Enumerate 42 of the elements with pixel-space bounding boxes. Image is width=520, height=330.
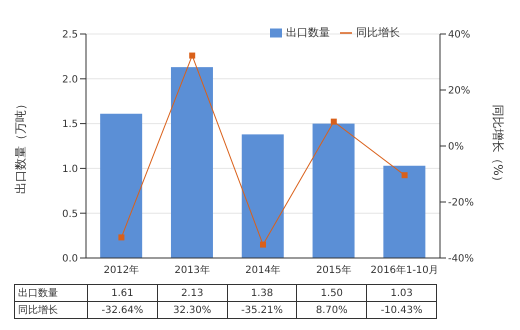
y2-tick-label: 0% xyxy=(448,142,464,153)
data-label: 1.61 xyxy=(88,284,158,302)
y-tick-label: 2.5 xyxy=(62,30,78,41)
data-label: 1.03 xyxy=(366,284,436,302)
y-axis-title: 出口数量（万吨） xyxy=(13,98,28,194)
y-tick-label: 1.5 xyxy=(62,119,78,130)
data-label: -10.43% xyxy=(366,302,436,318)
bar xyxy=(312,124,355,258)
text: 出口数量 xyxy=(18,288,58,299)
data-label: 1.38 xyxy=(227,284,297,302)
legend-label: 出口数量 xyxy=(286,26,330,39)
x-tick-label: 2015年 xyxy=(316,264,352,276)
point xyxy=(118,234,124,240)
point xyxy=(330,118,337,125)
y2-tick-label: 20% xyxy=(448,86,470,97)
x-tick-label: 2012年 xyxy=(104,264,140,276)
y2-tick-label: -20% xyxy=(448,198,474,209)
data-label: 32.30% xyxy=(157,302,228,318)
point xyxy=(189,52,196,59)
y-tick-label: 0.0 xyxy=(62,254,78,265)
y2-tick-label: -40% xyxy=(448,254,474,265)
point xyxy=(260,242,266,248)
legend-label: 同比增长 xyxy=(356,26,400,39)
data-label: 8.70% xyxy=(296,302,367,318)
y2-axis-title: 同比增长（%） xyxy=(490,104,505,188)
x-tick-label: 2016年1-10月 xyxy=(370,264,439,276)
bar xyxy=(242,134,284,258)
bar xyxy=(100,114,142,258)
y2-tick-label: 40% xyxy=(448,30,470,41)
x-tick-label: 2014年 xyxy=(245,264,281,276)
bar xyxy=(383,166,426,258)
y-tick-label: 2.0 xyxy=(62,74,78,86)
point xyxy=(402,172,408,178)
data-label: 2.13 xyxy=(157,284,228,302)
y-tick-label: 1.0 xyxy=(62,164,78,175)
x-tick-label: 2013年 xyxy=(174,264,210,276)
data-label: 1.50 xyxy=(296,284,367,302)
data-label: -35.21% xyxy=(227,302,297,318)
text: 同比增长 xyxy=(18,305,58,316)
y-tick-label: 0.5 xyxy=(62,208,78,220)
data-label: -32.64% xyxy=(88,302,158,318)
bar xyxy=(170,67,213,258)
